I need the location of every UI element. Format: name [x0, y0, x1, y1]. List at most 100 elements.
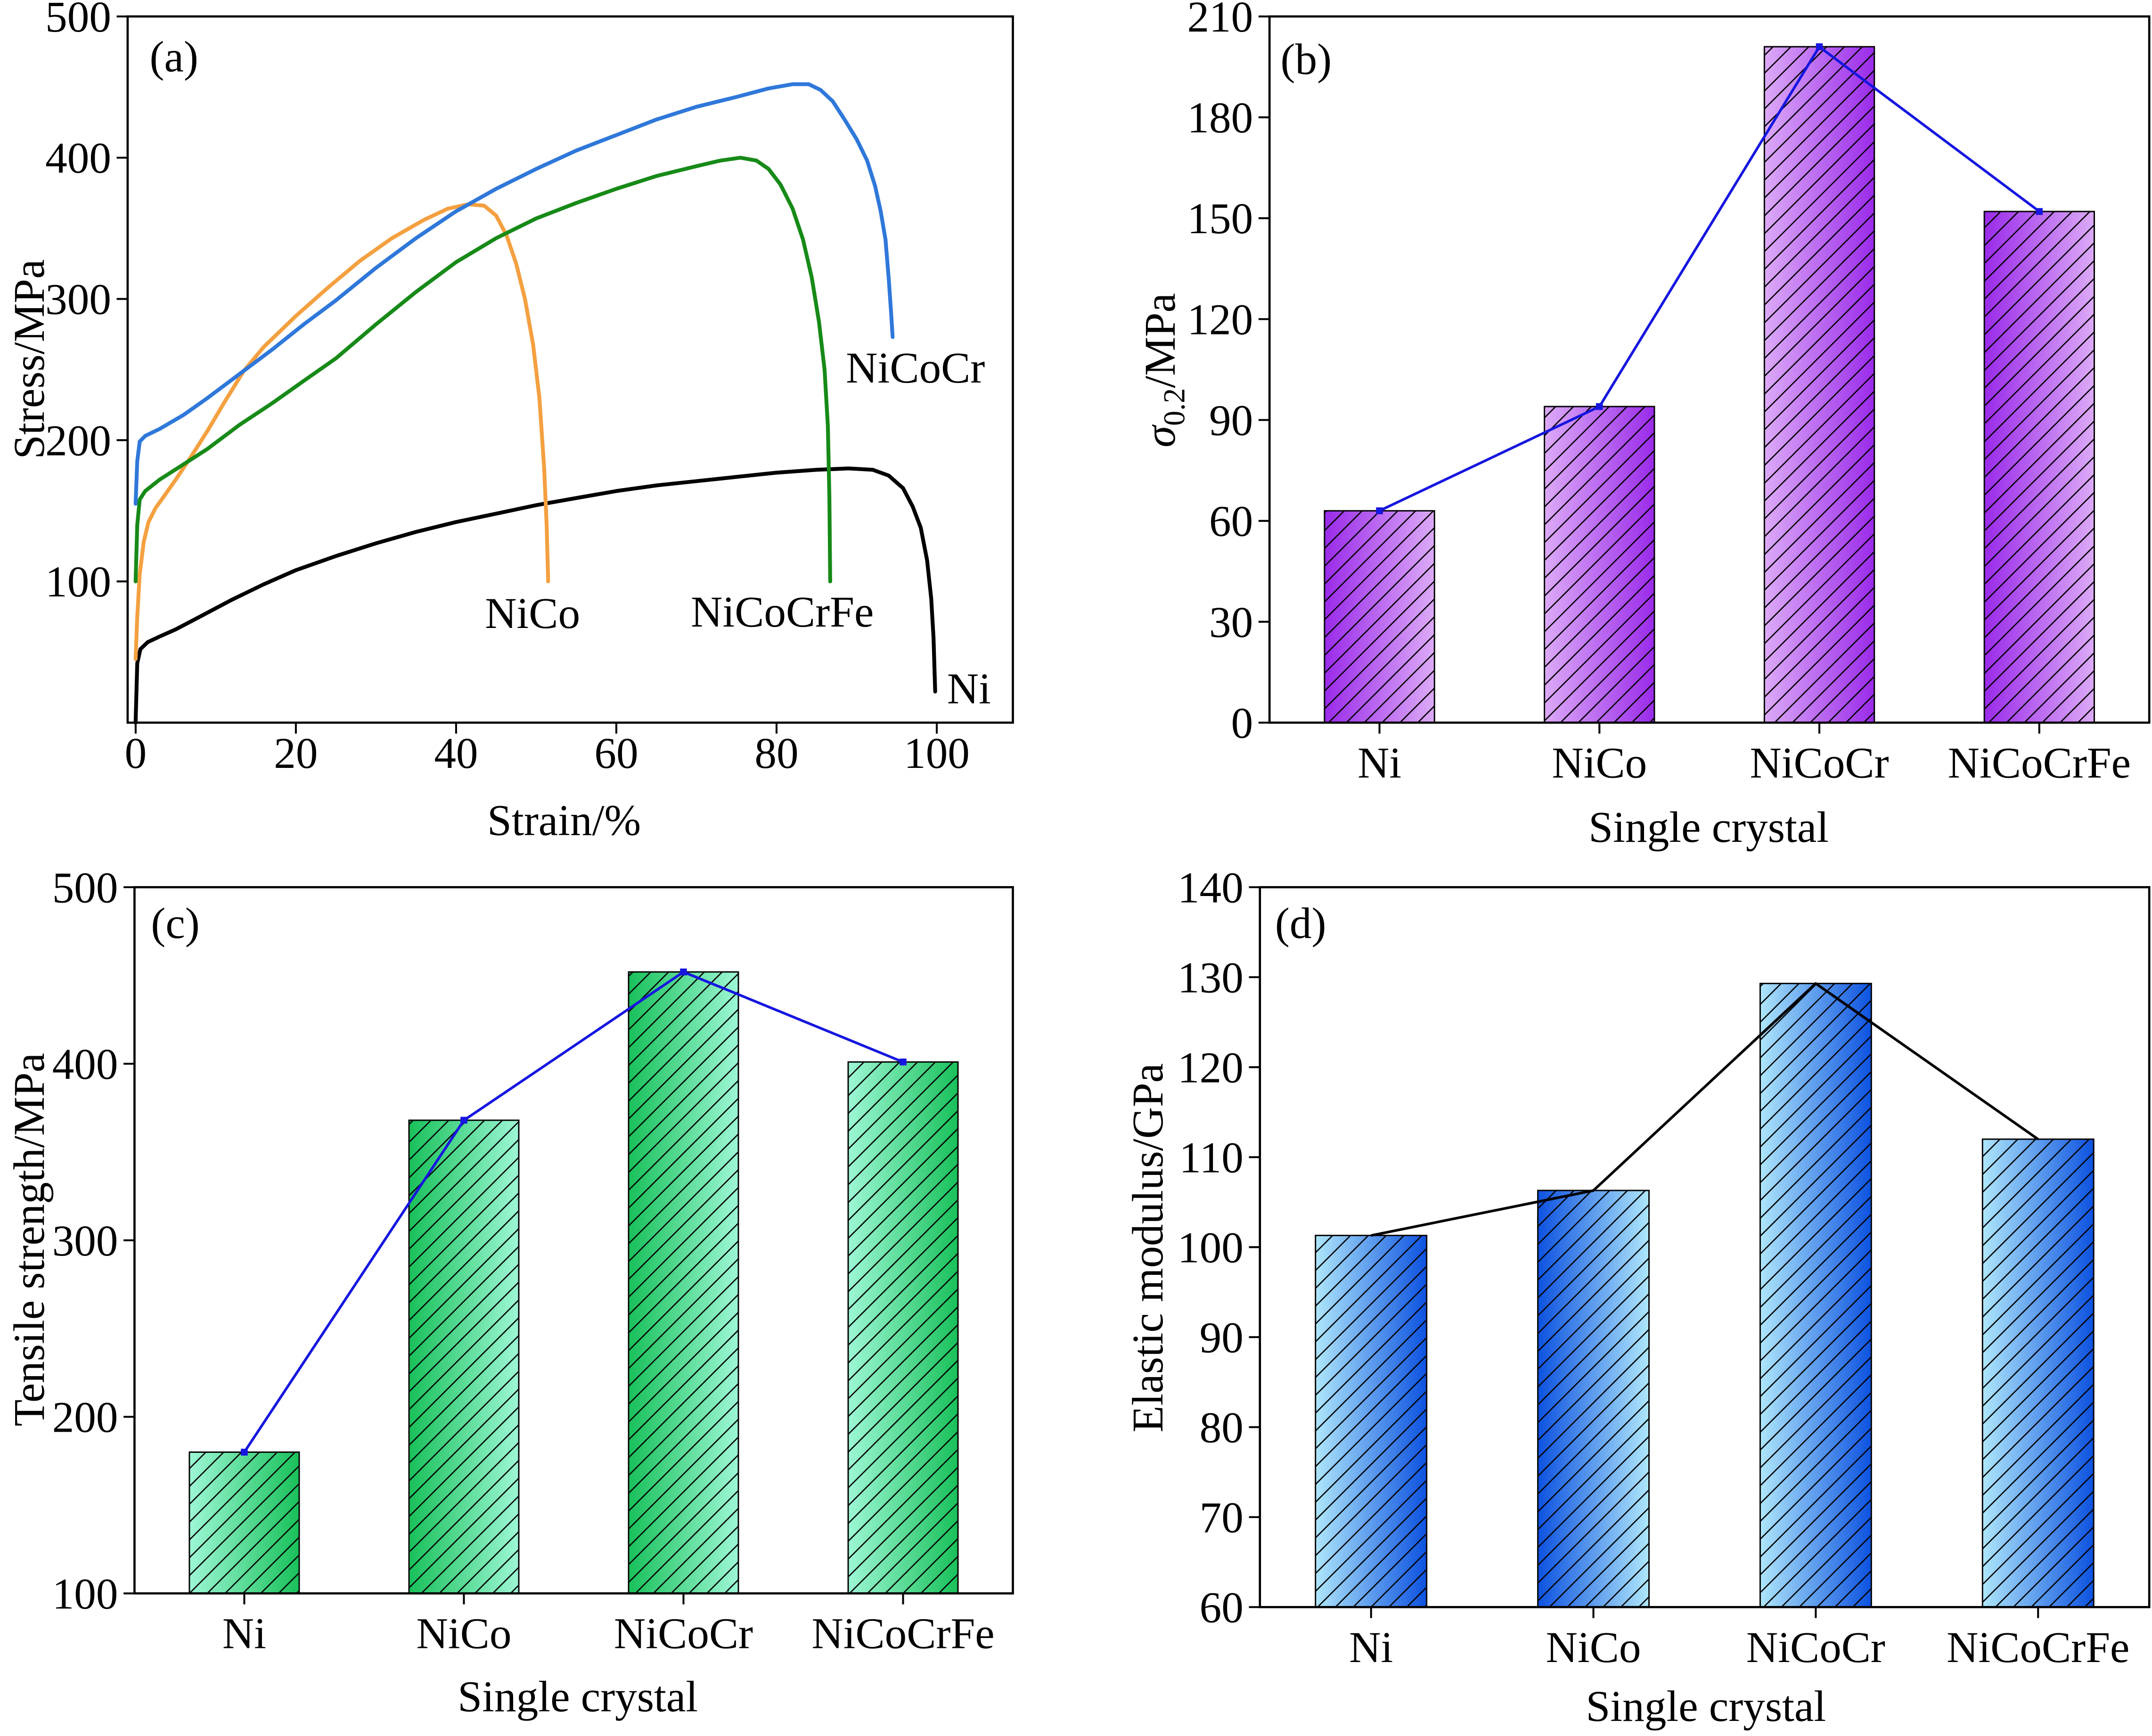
- bar-nicocrfe: [847, 1061, 959, 1594]
- y-tick-label: 130: [1178, 954, 1244, 1002]
- y-tick-label: 400: [45, 134, 111, 183]
- y-axis-title: σ0.2/MPa: [1136, 293, 1191, 448]
- y-tick-label: 30: [1209, 598, 1253, 647]
- x-axis-title: Single crystal: [458, 1673, 698, 1721]
- y-tick-label: 400: [52, 1040, 118, 1089]
- curve-ni: [133, 466, 937, 725]
- trend-line: [1379, 45, 2040, 512]
- axes: 60 70 80 90 100 110 120 130 140 Ni NiCo NiCoCr NiCoC…: [1178, 864, 2129, 1672]
- axes: 100 200 300 400 500 Ni NiCo NiCoCr NiCoCrFe: [52, 864, 995, 1658]
- y-tick-label: 100: [52, 1570, 118, 1618]
- y-tick-label: 90: [1200, 1313, 1244, 1362]
- y-tick-label: 100: [1178, 1223, 1244, 1272]
- bar-hatch: [847, 1061, 959, 1594]
- bar-hatch: [1759, 983, 1872, 1608]
- y-tick-label: 300: [45, 276, 111, 324]
- panel-label: (a): [149, 33, 198, 81]
- point-marker-nico: [1596, 403, 1603, 410]
- y-axis-unit: /MPa: [1136, 293, 1185, 388]
- point-marker-nicocrfe: [900, 1058, 907, 1066]
- bar-nicocrfe: [1981, 1138, 2095, 1608]
- bar-nico: [1537, 1190, 1650, 1608]
- bar-hatch: [1544, 406, 1655, 724]
- x-tick-label: Ni: [222, 1610, 266, 1658]
- x-tick-label: NiCoCrFe: [811, 1610, 994, 1658]
- point-marker-nicocrfe: [2036, 208, 2043, 215]
- y-tick-label: 0: [1231, 699, 1253, 748]
- bar-nicocr: [628, 971, 739, 1594]
- axes: 100 200 300 400 500 0 20 40 60 80 100 Ni NiCo NiCoCr N…: [45, 0, 991, 778]
- point-marker-nicocr: [1816, 43, 1823, 50]
- point-marker-ni: [1376, 507, 1383, 514]
- y-tick-label: 200: [45, 416, 111, 465]
- panel-label: (b): [1280, 35, 1332, 84]
- y-tick-label: 140: [1178, 864, 1244, 912]
- bar-hatch: [1537, 1190, 1650, 1608]
- x-tick-label: NiCoCr: [1746, 1623, 1885, 1672]
- bar-ni: [1324, 510, 1435, 724]
- point-marker-nicocr: [680, 968, 687, 976]
- y-tick-label: 80: [1200, 1403, 1244, 1452]
- bar-hatch: [1315, 1235, 1428, 1608]
- point-marker-nico: [460, 1117, 467, 1124]
- bar-nicocr: [1759, 983, 1872, 1608]
- y-tick-label: 90: [1209, 397, 1253, 445]
- plot-area: [133, 82, 937, 725]
- trend-line: [243, 970, 904, 1453]
- plot-frame: [1268, 15, 2151, 724]
- x-tick-label: NiCoCr: [1750, 739, 1889, 787]
- plot-area: [1324, 43, 2095, 724]
- y-tick-label: 300: [52, 1217, 118, 1265]
- y-tick-label: 110: [1179, 1133, 1244, 1182]
- bar-hatch: [188, 1451, 300, 1594]
- y-axis-title: Elastic modulus/GPa: [1124, 1063, 1172, 1433]
- y-tick-label: 500: [52, 864, 118, 912]
- x-tick-label: NiCo: [416, 1610, 511, 1658]
- curve-nicocrfe: [133, 155, 832, 584]
- y-axis-title: Stress/MPa: [5, 259, 54, 459]
- x-tick-label: 80: [754, 729, 798, 778]
- y-tick-label: 100: [45, 558, 111, 606]
- y-axis-title: Tensile strength/MPa: [5, 1053, 54, 1426]
- y-tick-label: 120: [1178, 1043, 1244, 1092]
- x-tick-label: NiCoCrFe: [1947, 1623, 2129, 1672]
- panel-a: 100 200 300 400 500 0 20 40 60 80 100 Ni NiCo NiCoCr N…: [5, 0, 1014, 845]
- plot-area: [188, 968, 959, 1594]
- y-tick-label: 200: [52, 1394, 118, 1442]
- bar-hatch: [1983, 211, 2095, 724]
- bar-nicocrfe: [1983, 211, 2095, 724]
- x-tick-label: 60: [594, 729, 638, 778]
- bar-hatch: [1763, 46, 1875, 724]
- trend-line: [1371, 982, 2039, 1237]
- curve-nicocr: [133, 82, 895, 506]
- x-tick-label: Ni: [1358, 739, 1401, 787]
- panel-label: (c): [151, 899, 199, 948]
- curve-label-ni: Ni: [947, 665, 991, 713]
- plot-frame: [126, 15, 1014, 724]
- y-tick-label: 60: [1200, 1583, 1244, 1632]
- bar-ni: [1315, 1235, 1428, 1608]
- bar-nico: [408, 1119, 520, 1594]
- axes: 0 30 60 90 120 150 180 210 Ni NiCo NiCoCr NiCoCrFe: [1187, 0, 2131, 787]
- panel-d: 60 70 80 90 100 110 120 130 140 Ni NiCo NiCoCr NiCoC…: [1124, 864, 2151, 1731]
- y-tick-label: 500: [45, 0, 111, 41]
- x-tick-label: NiCoCrFe: [1948, 739, 2131, 787]
- curve-label-nicocrfe: NiCoCrFe: [691, 588, 874, 636]
- y-tick-label: 60: [1209, 497, 1253, 546]
- bar-hatch: [408, 1119, 520, 1594]
- bar-hatch: [1324, 510, 1435, 724]
- curve-nico: [133, 202, 550, 661]
- x-axis-title: Single crystal: [1588, 803, 1829, 852]
- bar-hatch: [628, 971, 739, 1594]
- x-tick-label: NiCo: [1552, 739, 1647, 787]
- x-tick-label: 0: [125, 729, 147, 778]
- y-tick-label: 150: [1187, 195, 1253, 243]
- point-marker-ni: [241, 1449, 248, 1456]
- x-tick-label: 100: [904, 729, 970, 778]
- x-tick-label: NiCoCr: [614, 1610, 753, 1658]
- bar-hatch: [1981, 1138, 2095, 1608]
- y-tick-label: 210: [1187, 0, 1253, 41]
- x-tick-label: 20: [274, 729, 318, 778]
